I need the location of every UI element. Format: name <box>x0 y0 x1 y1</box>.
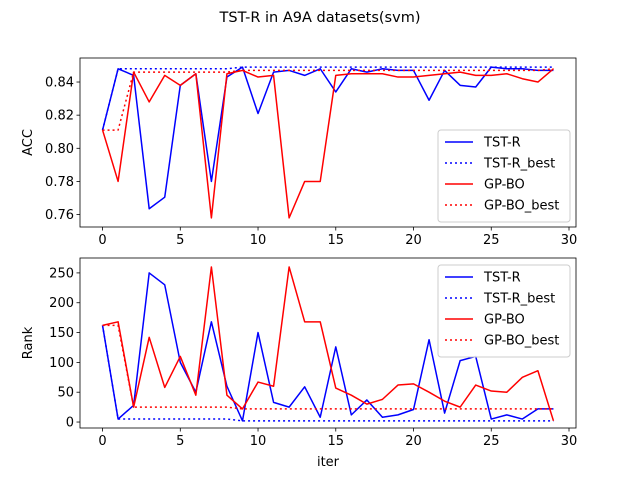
acc-legend-box <box>437 129 571 223</box>
rank-y-tick-label: 0 <box>66 416 74 431</box>
acc-y-tick-label: 0.84 <box>45 76 74 91</box>
rank-x-tick-label: 15 <box>328 434 345 449</box>
rank-y-tick-label: 50 <box>57 386 74 401</box>
rank-y-tick-label: 100 <box>49 356 74 371</box>
acc-y-axis-label: ACC <box>21 129 36 156</box>
acc-x-tick-label: 0 <box>98 233 106 248</box>
rank-legend-label-tst-r-best: TST-R_best <box>483 292 555 307</box>
acc-x-tick-label: 5 <box>176 233 184 248</box>
acc-x-tick-label: 20 <box>405 233 422 248</box>
acc-x-tick-label: 30 <box>561 233 578 248</box>
acc-x-tick-label: 25 <box>483 233 500 248</box>
acc-legend: TST-R TST-R_best GP-BO GP-BO_best <box>437 129 571 223</box>
rank-y-tick-label: 250 <box>49 266 74 281</box>
rank-x-tick-label: 0 <box>98 434 106 449</box>
acc-axes-frame <box>79 57 577 228</box>
acc-y-tick-label: 0.76 <box>45 208 74 223</box>
acc-y-tick-label: 0.80 <box>45 142 74 157</box>
acc-legend-label-tst-r: TST-R <box>483 136 521 151</box>
rank-legend-box <box>437 264 571 358</box>
rank-legend-label-tst-r: TST-R <box>483 271 521 286</box>
acc-series-line-tst-r <box>101 66 554 210</box>
acc-legend-label-tst-r-best: TST-R_best <box>483 157 555 172</box>
acc-legend-label-gp-bo: GP-BO <box>484 178 525 193</box>
acc-series-line-gp-bo <box>101 68 554 219</box>
rank-axes-frame <box>79 257 577 429</box>
rank-legend-label-gp-bo-best: GP-BO_best <box>484 334 559 349</box>
rank-series-line-tst-r-best <box>101 325 554 422</box>
rank-series-line-tst-r <box>101 272 554 422</box>
rank-x-tick-label: 5 <box>176 434 184 449</box>
acc-x-tick-label: 10 <box>250 233 267 248</box>
rank-x-tick-label: 20 <box>405 434 422 449</box>
rank-x-tick-label: 10 <box>250 434 267 449</box>
rank-legend: TST-R TST-R_best GP-BO GP-BO_best <box>437 264 571 358</box>
rank-legend-label-gp-bo: GP-BO <box>484 313 525 328</box>
rank-x-axis-label: iter <box>317 455 340 470</box>
acc-y-tick-label: 0.82 <box>45 109 74 124</box>
acc-y-tick-label: 0.78 <box>45 175 74 190</box>
acc-x-tick-label: 15 <box>328 233 345 248</box>
figure-title: TST-R in A9A datasets(svm) <box>219 10 421 26</box>
acc-panel: 0 5 10 15 20 25 30 0.76 0.78 0.80 0.82 0.84 ACC TST-R… <box>21 57 578 248</box>
rank-panel: 0 5 10 15 20 25 30 0 50 100 150 200 250 Rank iter TST-R… <box>21 257 578 470</box>
rank-x-tick-label: 25 <box>483 434 500 449</box>
rank-series-line-gp-bo <box>102 266 555 422</box>
rank-y-axis-label: Rank <box>21 326 36 359</box>
rank-y-tick-label: 200 <box>49 296 74 311</box>
acc-series-line-gp-bo-best <box>102 68 554 131</box>
rank-y-tick-label: 150 <box>49 326 74 341</box>
acc-legend-label-gp-bo-best: GP-BO_best <box>484 199 559 214</box>
rank-x-tick-label: 30 <box>561 434 578 449</box>
